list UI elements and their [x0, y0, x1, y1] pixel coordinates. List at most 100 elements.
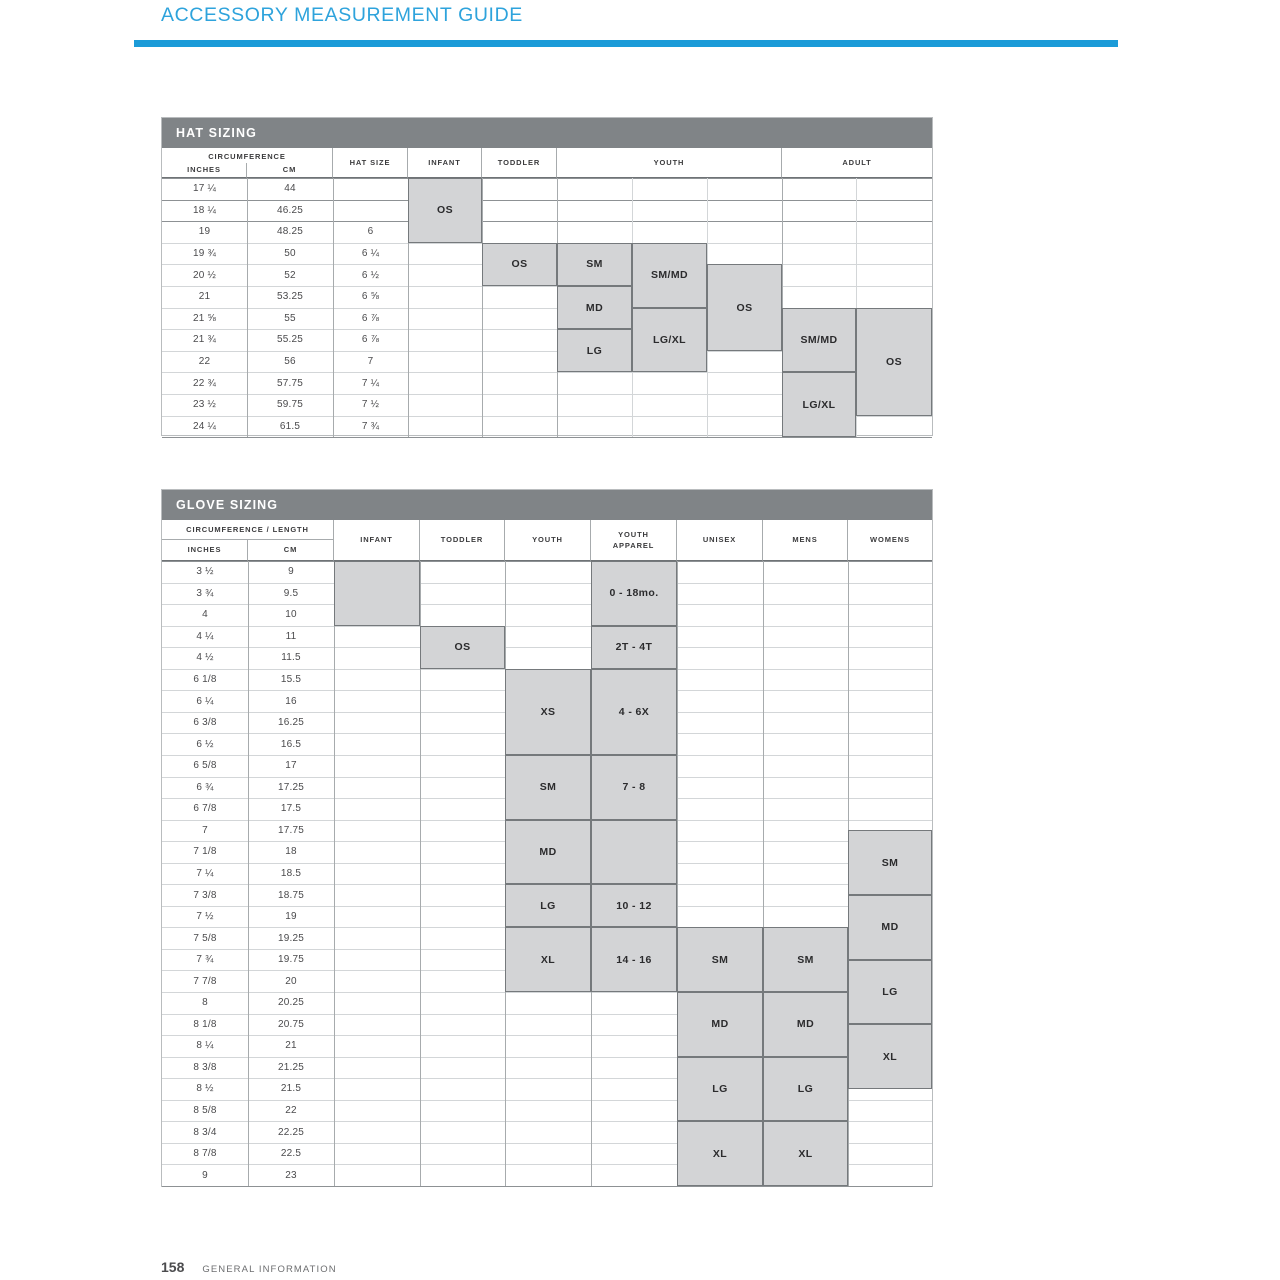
hat-cell-inches: 21 ⅝ — [192, 312, 217, 324]
glove-cell-cm: 11 — [285, 630, 297, 642]
hat-cell-inches: 21 — [198, 291, 211, 303]
glove-cell-cm: 22.5 — [280, 1148, 302, 1160]
glove-header-infant: INFANT — [334, 520, 420, 561]
hat-col-divider — [482, 178, 483, 438]
glove-cell-inches: 6 ¾ — [196, 781, 214, 793]
glove-cell-inches: 8 — [202, 997, 208, 1009]
glove-size-block: LG — [848, 959, 932, 1025]
hat-cell-cm: 48.25 — [276, 226, 304, 238]
hat-cell-hat-size: 7 ½ — [361, 399, 380, 411]
glove-col-divider — [763, 561, 764, 1186]
hat-cell-hat-size: 6 ⅞ — [361, 312, 380, 324]
glove-row-divider — [162, 992, 932, 993]
glove-size-block: 4 - 6X — [591, 668, 677, 755]
glove-cell-inches: 8 ½ — [196, 1083, 214, 1095]
glove-cell-cm: 19 — [285, 911, 297, 923]
hat-cell-hat-size: 6 ½ — [361, 269, 380, 281]
hat-row-divider — [162, 286, 932, 287]
glove-cell-inches: 4 ¼ — [196, 630, 214, 642]
glove-size-block: LG — [763, 1056, 848, 1122]
hat-row-divider — [162, 221, 932, 223]
hat-size-block: MD — [557, 286, 632, 330]
glove-size-block: 7 - 8 — [591, 754, 677, 820]
glove-cell-inches: 6 ¼ — [196, 695, 214, 707]
glove-cell-cm: 23 — [285, 1169, 297, 1181]
glove-cell-cm: 22.25 — [277, 1126, 305, 1138]
glove-header-womens: WOMENS — [848, 520, 932, 561]
glove-row-divider — [162, 1035, 932, 1037]
glove-size-block: 2T - 4T — [591, 625, 677, 669]
glove-sizing-grid: CIRCUMFERENCE / LENGTH INCHES CM INFANT TODD… — [162, 520, 932, 1187]
header-accent-rule — [134, 40, 1118, 47]
hat-header-infant: INFANT — [408, 148, 482, 178]
glove-cell-inches: 7 7/8 — [193, 975, 217, 987]
hat-row-divider — [162, 415, 932, 417]
glove-cell-cm: 20.25 — [277, 997, 305, 1009]
glove-cell-cm: 16.5 — [280, 738, 302, 750]
page-title: ACCESSORY MEASUREMENT GUIDE — [161, 4, 523, 26]
hat-cell-inches: 19 — [198, 226, 211, 238]
glove-cell-cm: 21.5 — [280, 1083, 302, 1095]
glove-col-divider — [334, 561, 335, 1186]
glove-cell-cm: 18 — [285, 846, 297, 858]
glove-cell-inches: 7 ¾ — [196, 954, 214, 966]
glove-size-block: XL — [848, 1024, 932, 1089]
hat-col-divider — [408, 178, 409, 438]
glove-row-divider — [162, 1142, 932, 1144]
hat-size-block: OS — [707, 264, 782, 351]
glove-col-divider — [248, 561, 249, 1186]
hat-cell-hat-size — [333, 200, 408, 222]
glove-col-divider — [420, 561, 421, 1186]
glove-size-block: XS — [505, 668, 591, 755]
glove-cell-cm: 17.5 — [280, 803, 302, 815]
glove-row-divider — [162, 1164, 932, 1166]
footer-section-label: GENERAL INFORMATION — [202, 1264, 337, 1275]
glove-cell-cm: 11.5 — [281, 652, 301, 664]
hat-size-block: SM — [557, 242, 632, 286]
glove-header-circumference-length: CIRCUMFERENCE / LENGTH — [162, 520, 334, 540]
hat-cell-cm: 61.5 — [279, 420, 301, 432]
hat-row-divider — [162, 178, 932, 179]
hat-row-divider — [162, 437, 932, 439]
glove-sizing-table: GLOVE SIZING CIRCUMFERENCE / LENGTH INCHE… — [161, 489, 933, 1187]
hat-cell-inches: 21 ¾ — [192, 334, 217, 346]
hat-cell-cm: 46.25 — [276, 204, 304, 216]
glove-cell-cm: 18.75 — [277, 889, 305, 901]
hat-size-block: SM/MD — [632, 242, 707, 308]
hat-cell-hat-size: 7 ¼ — [361, 377, 380, 389]
glove-size-block: SM — [677, 927, 763, 992]
hat-size-block: LG/XL — [632, 307, 707, 373]
hat-cell-inches: 17 ¼ — [192, 183, 217, 195]
hat-row-divider — [162, 350, 932, 352]
glove-row-divider — [162, 604, 932, 606]
hat-row-divider — [162, 199, 932, 201]
glove-cell-inches: 3 ½ — [196, 566, 214, 578]
glove-cell-inches: 8 ¼ — [196, 1040, 214, 1052]
glove-sizing-banner: GLOVE SIZING — [162, 490, 932, 520]
glove-cell-inches: 7 5/8 — [193, 932, 217, 944]
glove-size-block: OS — [420, 625, 505, 669]
hat-cell-cm: 55 — [284, 312, 296, 324]
hat-header-inches: INCHES — [162, 163, 247, 178]
glove-cell-cm: 9 — [288, 566, 294, 578]
glove-row-divider — [162, 1121, 932, 1123]
glove-row-divider — [162, 1078, 932, 1080]
hat-size-block: OS — [482, 242, 557, 286]
glove-size-block: 14 - 16 — [591, 927, 677, 992]
glove-col-divider — [677, 561, 678, 1186]
hat-cell-inches: 22 ¾ — [192, 377, 217, 389]
glove-cell-cm: 21.25 — [277, 1061, 305, 1073]
glove-size-block: MD — [505, 819, 591, 885]
glove-size-block: LG — [505, 884, 591, 928]
glove-size-block: XL — [763, 1121, 848, 1186]
glove-header-youth: YOUTH — [505, 520, 591, 561]
glove-cell-inches: 4 — [202, 609, 208, 621]
glove-header-unisex: UNISEX — [677, 520, 763, 561]
hat-header-toddler: TODDLER — [482, 148, 557, 178]
glove-cell-inches: 6 1/8 — [193, 674, 217, 686]
glove-cell-cm: 15.5 — [280, 674, 302, 686]
hat-cell-inches: 24 ¼ — [192, 420, 217, 432]
hat-col-divider — [247, 178, 248, 438]
glove-size-block: MD — [763, 992, 848, 1057]
glove-size-block: XL — [505, 927, 591, 992]
